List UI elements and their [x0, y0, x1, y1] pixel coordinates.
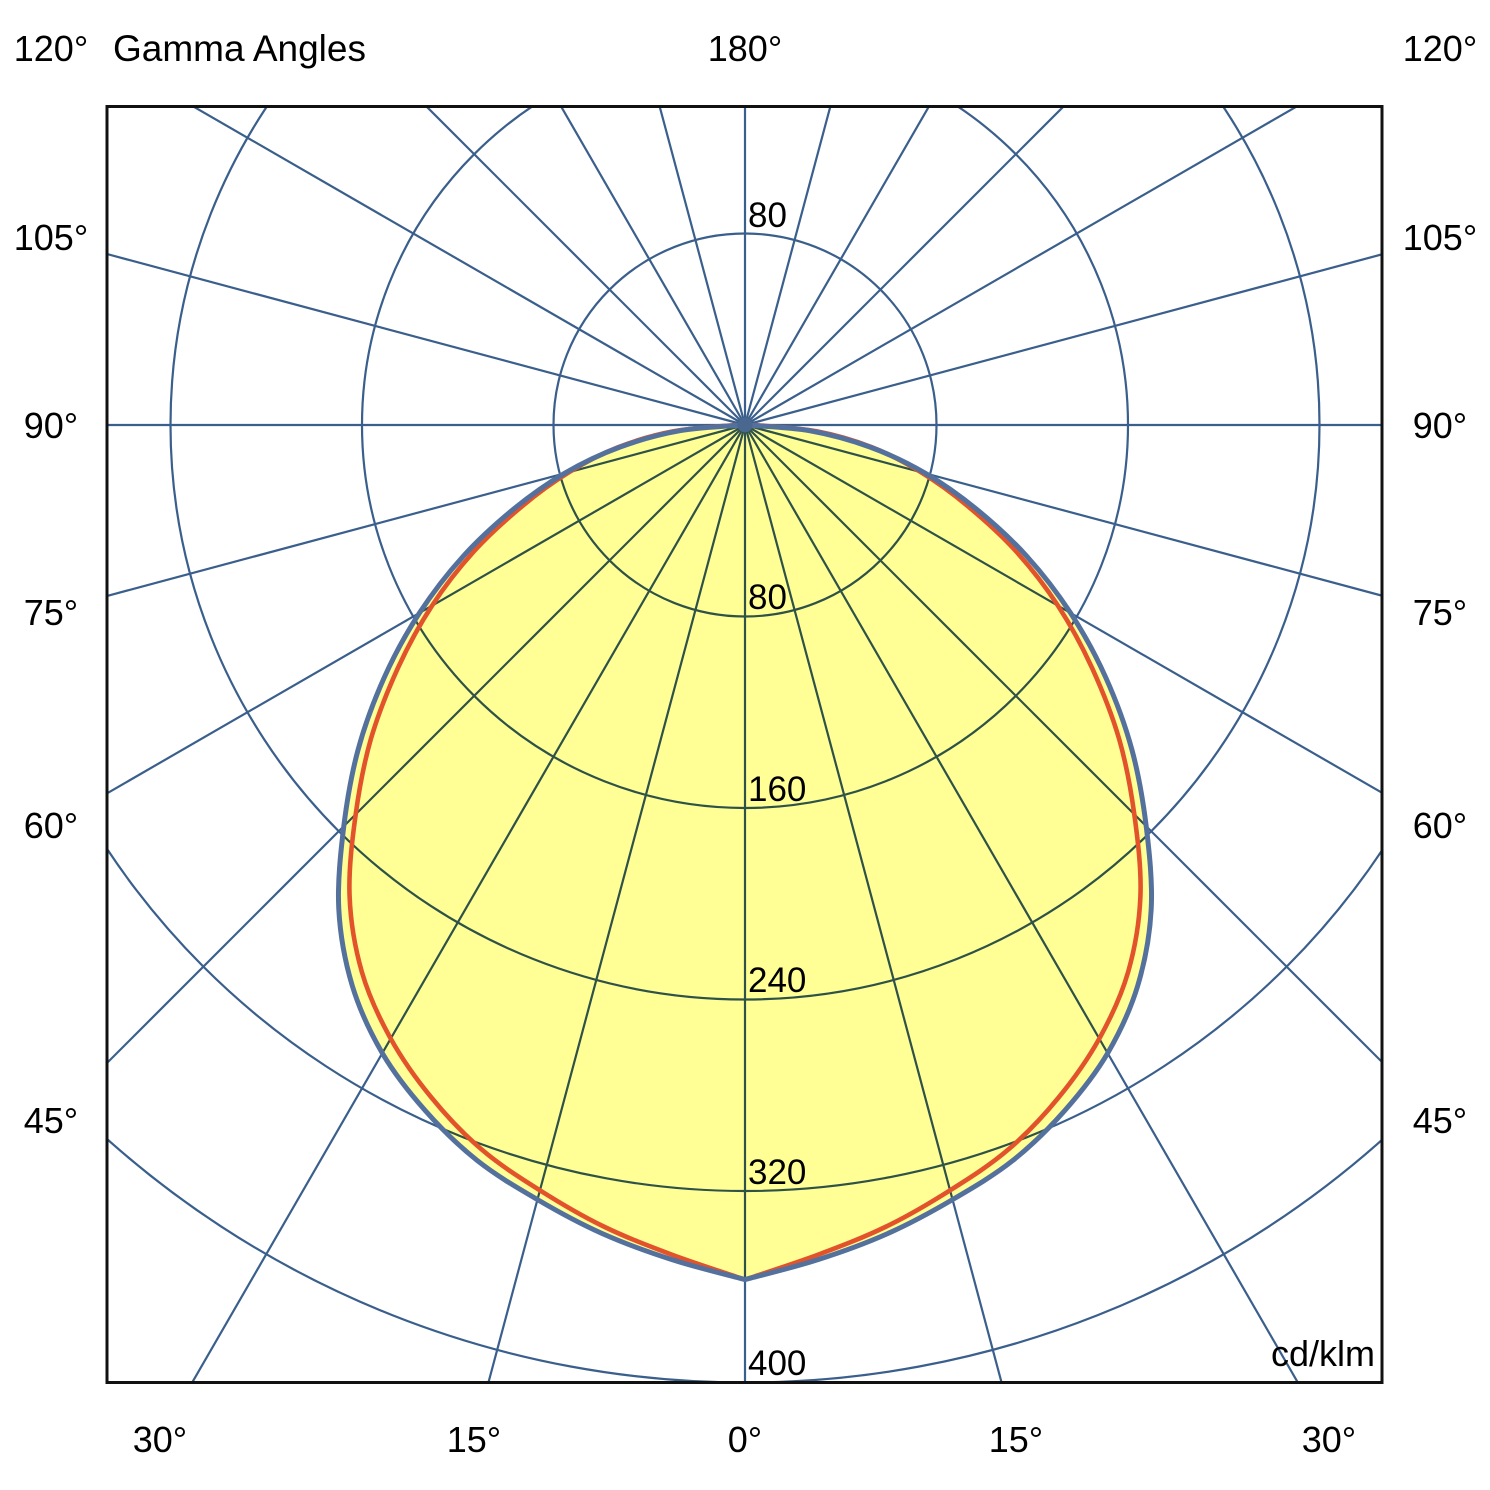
angle-label-left-105: 105°	[14, 217, 88, 258]
angle-label-180: 180°	[708, 28, 782, 69]
grid-radial	[744, 106, 931, 426]
grid-radial	[743, 106, 832, 426]
grid-radial	[338, 425, 746, 1280]
grid-radial	[744, 425, 1152, 1076]
angle-label-left-45: 45°	[24, 1100, 78, 1141]
grid-radial	[744, 425, 1152, 1280]
angle-label-right-75: 75°	[1413, 592, 1467, 633]
angle-label-bottom-15L: 15°	[447, 1419, 501, 1460]
angle-label-right-105: 105°	[1403, 217, 1477, 258]
grid-radial	[744, 425, 1152, 426]
grid-radial	[744, 425, 1152, 1280]
angle-label-bottom-0: 0°	[728, 1419, 762, 1460]
grid-radial	[424, 106, 746, 426]
angle-label-right-120: 120°	[1403, 28, 1477, 69]
ring-label-240: 240	[748, 961, 806, 1000]
intensity-curve-blue	[335, 422, 1155, 1283]
grid-radial	[744, 425, 1152, 427]
ring-label-80-top: 80	[748, 196, 787, 235]
grid-radial	[743, 425, 1083, 426]
angle-label-right-60: 60°	[1413, 805, 1467, 846]
ring-label-80: 80	[748, 578, 787, 617]
grid-radial	[191, 106, 746, 426]
grid-radial	[107, 252, 746, 427]
ring-label-400: 400	[748, 1344, 806, 1383]
angle-label-bottom-30R: 30°	[1302, 1419, 1356, 1460]
grid-radial	[744, 253, 1382, 427]
grid-radial	[744, 106, 1066, 426]
grid-radial	[744, 423, 1382, 597]
angle-label-right-45: 45°	[1413, 1100, 1467, 1141]
pole-dot	[737, 417, 753, 433]
grid-radial	[658, 106, 747, 426]
angle-label-left-120: 120°	[14, 28, 88, 69]
intensity-curves	[335, 417, 1155, 1283]
grid-radial	[407, 425, 747, 1280]
angle-label-right-90: 90°	[1413, 405, 1467, 446]
ring-label-320: 320	[748, 1153, 806, 1192]
angle-label-left-90: 90°	[24, 405, 78, 446]
grid-radial	[744, 106, 1299, 426]
grid-radial	[338, 425, 746, 1076]
angle-label-bottom-30L: 30°	[133, 1419, 187, 1460]
grid-radial	[559, 106, 746, 426]
chart-title: Gamma Angles	[113, 28, 366, 69]
grid-radial	[407, 425, 747, 426]
plot-border	[105, 105, 1384, 1384]
ring-label-160: 160	[748, 770, 806, 809]
angle-label-left-60: 60°	[24, 805, 78, 846]
grid-radial	[338, 425, 746, 1280]
grid-radial	[743, 425, 1083, 1280]
grid-radial	[107, 423, 746, 598]
angle-label-bottom-15R: 15°	[989, 1419, 1043, 1460]
angle-label-left-75: 75°	[24, 592, 78, 633]
unit-label: cd/klm	[1271, 1333, 1375, 1374]
grid-radial	[338, 425, 746, 427]
